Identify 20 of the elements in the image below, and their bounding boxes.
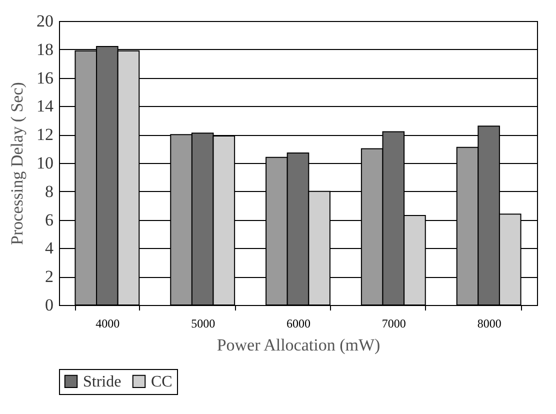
y-tick-label: 18 <box>36 40 54 59</box>
y-tick-label: 20 <box>36 12 54 30</box>
x-tick-label: 7000 <box>382 316 406 330</box>
y-tick-label: 10 <box>36 154 54 172</box>
x-tick-label: 8000 <box>477 316 502 330</box>
legend-label: Stride <box>83 373 122 390</box>
y-tick-label: 0 <box>45 296 54 314</box>
y-tick-label: 16 <box>36 68 54 88</box>
y-tick-label: 8 <box>45 182 54 201</box>
legend-label: CC <box>151 373 172 390</box>
x-axis-title: Power Allocation (mW) <box>216 336 380 354</box>
y-tick-label: 12 <box>36 125 54 144</box>
x-tick-label: 4000 <box>96 316 120 330</box>
x-tick-label: 6000 <box>286 316 310 330</box>
x-tick-label: 5000 <box>191 316 216 330</box>
y-tick-label: 6 <box>45 210 54 230</box>
y-axis-title: Processing Delay ( Sec) <box>8 82 26 245</box>
y-tick-label: 14 <box>36 96 54 116</box>
y-tick-label: 2 <box>45 267 54 286</box>
y-tick-label: 4 <box>45 238 54 258</box>
